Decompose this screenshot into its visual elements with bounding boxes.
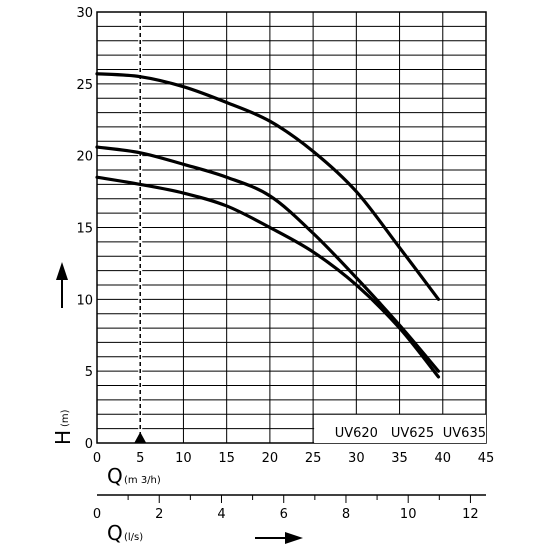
chart-grid <box>97 12 486 443</box>
x2-axis-unit: (l/s) <box>124 532 143 543</box>
x-axis-symbol: Q <box>107 464 123 488</box>
x-tick-label: 20 <box>262 451 279 466</box>
y-tick-label: 15 <box>76 222 93 237</box>
x-tick-label: 40 <box>435 451 452 466</box>
x2-axis-symbol: Q <box>107 521 123 545</box>
y-tick-label: 20 <box>76 150 93 165</box>
y-tick-labels: 0 5 10 15 20 25 30 <box>76 6 93 452</box>
y-axis-arrow-icon <box>56 262 68 308</box>
x-tick-label: 35 <box>391 451 408 466</box>
y-axis-unit: (m) <box>60 409 71 427</box>
x2-tick-label: 10 <box>400 507 417 522</box>
y-tick-label: 30 <box>76 6 93 21</box>
reference-line-group <box>134 12 147 443</box>
curve-series-1 <box>95 175 441 379</box>
x-tick-label: 10 <box>175 451 192 466</box>
x-tick-label: 15 <box>218 451 235 466</box>
x2-axis-arrow-icon <box>255 532 303 544</box>
secondary-x-axis: 0 2 4 6 8 10 12 <box>93 494 486 522</box>
x2-tick-label: 6 <box>280 507 288 522</box>
x-tick-label: 5 <box>136 451 144 466</box>
x2-tick-label: 12 <box>462 507 479 522</box>
legend-label: UV625 <box>391 426 434 441</box>
y-axis-symbol: H <box>51 430 75 445</box>
curve-series-3 <box>95 72 441 301</box>
reference-marker-icon <box>134 432 147 443</box>
legend-label: UV635 <box>443 426 486 441</box>
y-tick-label: 0 <box>85 437 93 452</box>
y-axis-label: H (m) <box>51 409 75 445</box>
legend-label: UV620 <box>335 426 378 441</box>
x-tick-label: 0 <box>93 451 101 466</box>
x2-tick-label: 2 <box>155 507 163 522</box>
x2-tick-label: 4 <box>217 507 225 522</box>
plot-frame <box>96 11 487 444</box>
x-axis-unit: (m 3/h) <box>124 475 161 486</box>
curve-series-2 <box>95 145 441 373</box>
legend-box: UV620 UV625 UV635 <box>312 413 486 443</box>
y-tick-label: 25 <box>76 78 93 93</box>
x-tick-label: 25 <box>305 451 322 466</box>
curve-series <box>95 72 441 379</box>
x2-tick-label: 8 <box>342 507 350 522</box>
y-tick-label: 5 <box>85 365 93 380</box>
x2-tick-label: 0 <box>93 507 101 522</box>
x-tick-labels: 0 5 10 15 20 25 30 35 40 45 <box>93 451 494 466</box>
legend-box-bg <box>314 414 486 443</box>
x-tick-label: 45 <box>478 451 495 466</box>
reference-line-mask <box>138 13 143 442</box>
x-tick-label: 30 <box>348 451 365 466</box>
y-tick-label: 10 <box>76 293 93 308</box>
